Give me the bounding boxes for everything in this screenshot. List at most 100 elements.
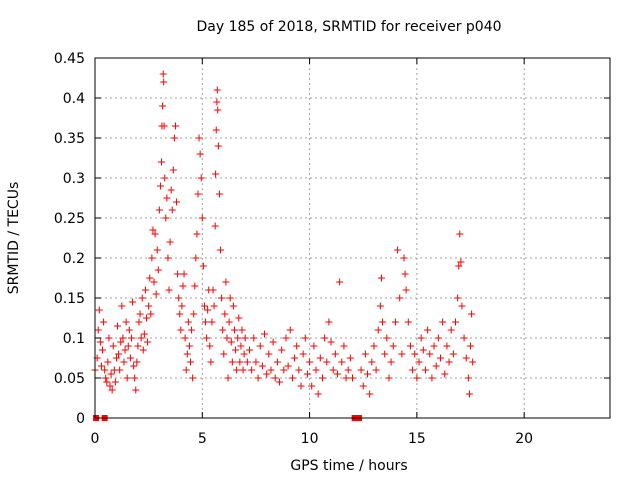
data-point [295, 366, 303, 374]
data-point [303, 370, 311, 378]
data-point [419, 346, 427, 354]
data-point [129, 298, 137, 306]
data-point [377, 274, 385, 282]
data-point [99, 346, 107, 354]
data-point [460, 334, 468, 342]
data-point [229, 302, 237, 310]
data-point [185, 342, 193, 350]
data-point [158, 158, 166, 166]
data-point [236, 358, 244, 366]
data-point [127, 334, 135, 342]
data-point [171, 122, 179, 130]
data-point [150, 278, 158, 286]
data-point [235, 314, 243, 322]
data-point [381, 350, 389, 358]
data-point [136, 310, 144, 318]
data-point [108, 386, 116, 394]
data-point [391, 318, 399, 326]
data-point [212, 170, 220, 178]
data-point [389, 342, 397, 350]
data-point [227, 338, 235, 346]
data-point [366, 390, 374, 398]
y-tick-label: 0.1 [63, 331, 85, 347]
data-point [131, 374, 139, 382]
data-point [175, 294, 183, 302]
data-point [133, 358, 141, 366]
data-point [364, 370, 372, 378]
data-point [194, 190, 202, 198]
data-point [152, 290, 160, 298]
data-point [406, 342, 414, 350]
data-point [271, 374, 279, 382]
data-point [197, 174, 205, 182]
data-point [230, 326, 238, 334]
data-point [469, 358, 477, 366]
data-point [143, 314, 150, 322]
data-point [238, 326, 246, 334]
data-point [306, 358, 314, 366]
data-point [213, 86, 221, 94]
data-point [167, 186, 175, 194]
data-point [278, 346, 286, 354]
data-point [164, 254, 172, 262]
y-tick-label: 0.05 [54, 371, 85, 387]
data-point [445, 358, 453, 366]
data-point [134, 342, 142, 350]
data-point [94, 326, 102, 334]
data-point [117, 338, 125, 346]
data-point [256, 342, 264, 350]
chart-title: Day 185 of 2018, SRMTID for receiver p04… [196, 19, 501, 35]
data-point [151, 230, 159, 238]
data-point [258, 362, 266, 370]
data-point [291, 354, 299, 362]
data-point [401, 270, 409, 278]
data-point [308, 382, 316, 390]
data-point [208, 318, 216, 326]
data-point [162, 214, 170, 222]
data-point [396, 294, 404, 302]
data-point [243, 358, 251, 366]
data-point [293, 342, 301, 350]
data-point [138, 294, 146, 302]
data-point [457, 258, 465, 266]
data-point [261, 330, 269, 338]
data-point [411, 350, 419, 358]
data-point [439, 318, 447, 326]
y-axis-label: SRMTID / TECUs [6, 182, 22, 295]
data-point [125, 326, 133, 334]
data-point [424, 326, 432, 334]
data-point [186, 358, 194, 366]
data-point [232, 346, 240, 354]
data-point [97, 362, 105, 370]
data-point [155, 206, 163, 214]
data-point [132, 386, 140, 394]
data-point [218, 294, 226, 302]
data-point [233, 366, 241, 374]
data-point [299, 350, 307, 358]
data-point [102, 374, 110, 382]
x-tick-label: 5 [198, 431, 207, 447]
x-tick-labels: 0 5 10 15 20 [91, 431, 534, 447]
data-point [182, 366, 190, 374]
data-point [269, 338, 277, 346]
data-point [318, 374, 326, 382]
data-point [145, 302, 153, 310]
data-point [265, 350, 273, 358]
data-point [220, 350, 228, 358]
data-point [154, 266, 162, 274]
data-point [159, 70, 167, 78]
data-point [342, 374, 350, 382]
data-point [195, 134, 203, 142]
data-point [210, 302, 218, 310]
data-point [226, 294, 234, 302]
data-point [163, 194, 171, 202]
data-point [267, 366, 275, 374]
data-point [148, 254, 156, 262]
y-tick-label: 0.4 [63, 91, 85, 107]
data-point [225, 318, 233, 326]
data-point [215, 190, 223, 198]
data-point [329, 366, 337, 374]
data-point [387, 358, 395, 366]
data-point [153, 246, 161, 254]
